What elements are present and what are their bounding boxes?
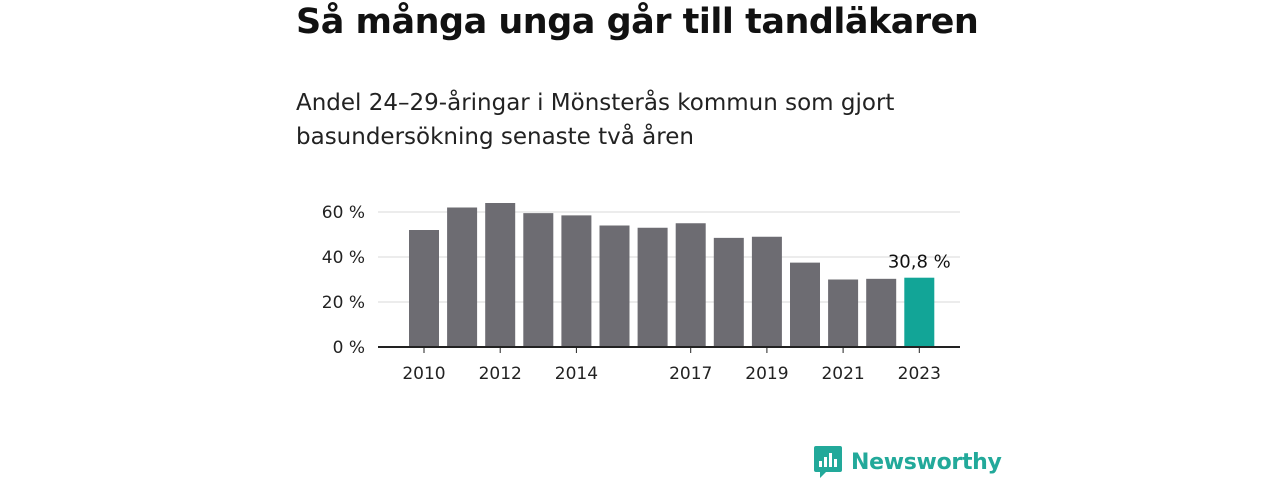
x-tick-label: 2021 xyxy=(821,364,864,384)
chart-subtitle: Andel 24–29-åringar i Mönsterås kommun s… xyxy=(296,90,895,150)
bar-2011 xyxy=(447,207,478,347)
x-tick-label: 2014 xyxy=(555,364,598,384)
bar-2018 xyxy=(713,237,744,347)
bar-2021 xyxy=(828,279,859,347)
y-tick-label: 40 % xyxy=(322,248,365,268)
bar-2010 xyxy=(409,230,439,347)
bar-2023 xyxy=(904,277,935,347)
y-axis-ticks: 0 % 20 % 40 % 60 % xyxy=(322,203,365,358)
bar-2015 xyxy=(599,225,630,347)
bar-2016 xyxy=(637,227,668,347)
y-tick-label: 60 % xyxy=(322,203,365,223)
y-tick-label: 20 % xyxy=(322,293,365,313)
bar-2020 xyxy=(790,262,820,347)
data-labels: 30,8 % xyxy=(888,252,951,273)
x-tick-label: 2023 xyxy=(898,364,941,384)
x-axis-ticks: 2010 2012 2014 2017 2019 2021 2023 xyxy=(402,347,941,384)
brand-name: Newsworthy xyxy=(851,449,1002,475)
x-tick-label: 2010 xyxy=(402,364,445,384)
newsworthy-logo-icon xyxy=(814,446,842,478)
highlight-value-label: 30,8 % xyxy=(888,252,951,273)
newsworthy-logo: Newsworthy xyxy=(814,446,1002,478)
bar-2013 xyxy=(523,213,554,347)
chart-title: Så många unga går till tandläkaren xyxy=(296,2,979,42)
bar-2019 xyxy=(751,236,782,347)
bar-2014 xyxy=(561,215,592,347)
y-tick-label: 0 % xyxy=(333,338,365,358)
x-tick-label: 2017 xyxy=(669,364,712,384)
bar-2012 xyxy=(485,203,516,347)
x-tick-label: 2012 xyxy=(479,364,522,384)
bar-2017 xyxy=(675,223,706,347)
bars xyxy=(409,203,935,347)
x-tick-label: 2019 xyxy=(745,364,788,384)
bar-2022 xyxy=(866,278,897,347)
